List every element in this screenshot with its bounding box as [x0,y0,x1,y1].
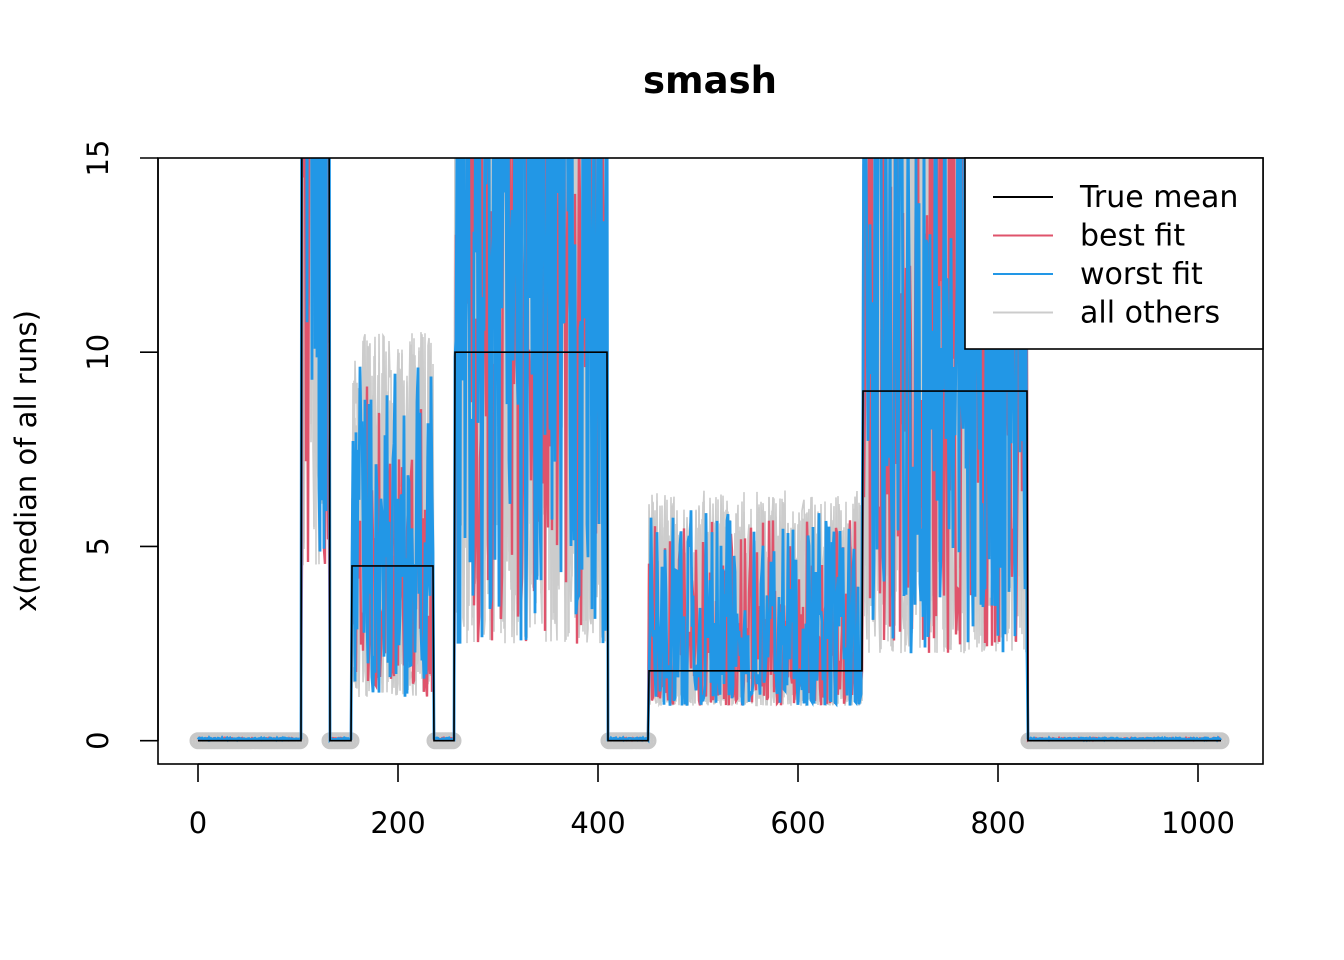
legend-entry: worst fit [1080,257,1203,292]
x-tick-label: 1000 [1161,806,1235,840]
series-worst-fit [196,158,1222,744]
y-tick-label: 0 [81,731,115,749]
legend-entry: all others [1080,296,1220,331]
x-tick-label: 400 [570,806,625,840]
x-axis: 0 200 400 600 800 1000 [189,763,1235,840]
legend-box [964,157,1264,350]
y-tick-label: 15 [81,140,115,177]
y-axis-label: x(median of all runs) [9,310,43,612]
chart-title: smash [643,59,777,102]
y-tick-label: 10 [81,334,115,371]
x-tick-label: 800 [970,806,1025,840]
legend-entry: best fit [1080,219,1185,254]
y-tick-label: 5 [81,537,115,555]
x-tick-label: 0 [189,806,207,840]
x-tick-label: 600 [770,806,825,840]
x-tick-label: 200 [370,806,425,840]
series-true-mean [198,158,1221,742]
legend-entry: True mean [1079,180,1238,215]
y-axis: 0 5 10 15 [81,140,159,750]
plot-area [189,158,1230,750]
